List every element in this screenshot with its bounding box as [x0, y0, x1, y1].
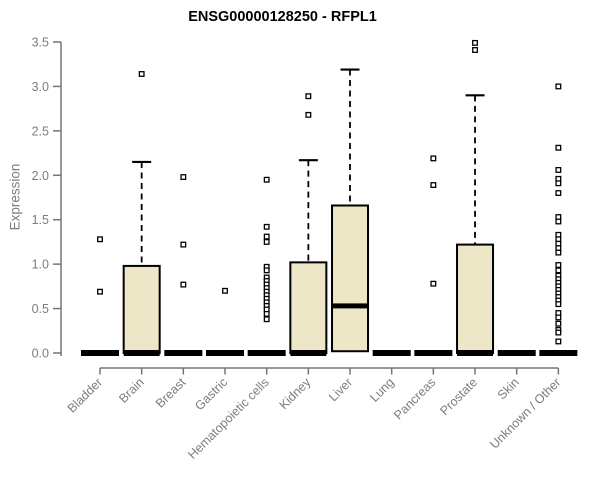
x-tick-label-group-brain: Brain — [116, 375, 147, 406]
median-kidney — [290, 350, 327, 356]
median-bladder — [81, 350, 119, 356]
x-tick-label-group-hematopoietic-cells: Hematopoietic cells — [185, 375, 272, 462]
outlier-hematopoietic-cells — [263, 176, 270, 183]
x-tick-label-brain: Brain — [116, 375, 147, 406]
x-tick-label-bladder: Bladder — [65, 375, 105, 415]
outlier-unknown-other — [555, 190, 562, 197]
outlier-gastric — [222, 287, 228, 294]
y-tick-label: 3.5 — [32, 36, 49, 50]
outlier-unknown-other — [555, 180, 562, 187]
outlier-unknown-other — [555, 218, 562, 225]
x-tick-label-skin: Skin — [495, 375, 522, 402]
box-liver — [331, 204, 370, 353]
outlier-unknown-other — [555, 314, 562, 321]
outlier-pancreas — [430, 280, 437, 287]
median-lung — [372, 350, 411, 356]
outlier-pancreas — [430, 182, 437, 189]
outlier-prostate — [472, 47, 478, 53]
outlier-breast — [180, 281, 187, 288]
median-gastric — [206, 350, 245, 356]
y-tick-label: 2.0 — [32, 169, 49, 183]
median-pancreas — [414, 350, 453, 356]
outlier-unknown-other — [555, 267, 562, 274]
outlier-hematopoietic-cells — [263, 267, 270, 274]
x-tick-label-group-lung: Lung — [367, 375, 397, 405]
x-tick-label-group-bladder: Bladder — [65, 375, 105, 415]
outlier-unknown-other — [555, 301, 562, 308]
x-tick-label-liver: Liver — [326, 375, 355, 404]
x-tick-label-gastric: Gastric — [192, 375, 230, 413]
outlier-hematopoietic-cells — [263, 316, 270, 323]
median-liver — [332, 303, 369, 309]
outlier-kidney — [305, 111, 312, 118]
x-tick-label-group-skin: Skin — [495, 375, 522, 402]
outlier-unknown-other — [555, 329, 562, 336]
outlier-hematopoietic-cells — [263, 238, 270, 245]
x-tick-label-breast: Breast — [153, 375, 189, 411]
outlier-unknown-other — [555, 262, 562, 268]
x-tick-label-group-liver: Liver — [326, 375, 355, 404]
y-tick-label: 0.5 — [32, 302, 49, 316]
outlier-kidney — [305, 93, 312, 100]
x-tick-label-group-prostate: Prostate — [437, 375, 480, 418]
x-tick-label-group-breast: Breast — [153, 375, 189, 411]
median-prostate — [457, 350, 494, 356]
outlier-unknown-other — [555, 338, 562, 345]
x-tick-label-hematopoietic-cells: Hematopoietic cells — [185, 375, 272, 462]
x-tick-label-group-unknown-other: Unknown / Other — [487, 375, 563, 451]
outlier-unknown-other — [555, 144, 562, 151]
outlier-unknown-other — [555, 167, 562, 173]
outlier-brain — [138, 71, 145, 77]
x-tick-label-kidney: Kidney — [277, 375, 314, 412]
outlier-breast — [180, 174, 187, 181]
y-tick-label: 2.5 — [32, 124, 49, 138]
median-brain — [123, 350, 160, 356]
median-skin — [497, 350, 536, 356]
y-tick-label: 3.0 — [32, 80, 49, 94]
outlier-bladder — [97, 288, 103, 295]
x-tick-label-group-gastric: Gastric — [192, 375, 230, 413]
x-tick-label-prostate: Prostate — [437, 375, 480, 418]
x-tick-label-lung: Lung — [367, 375, 397, 405]
x-tick-label-group-pancreas: Pancreas — [391, 375, 438, 422]
outlier-pancreas — [430, 155, 437, 162]
outlier-hematopoietic-cells — [263, 223, 270, 230]
outlier-bladder — [97, 236, 103, 243]
median-unknown-other — [539, 350, 578, 356]
outlier-unknown-other — [555, 249, 562, 256]
box-kidney — [289, 261, 328, 355]
x-tick-label-unknown-other: Unknown / Other — [487, 375, 563, 451]
median-hematopoietic-cells — [247, 350, 286, 356]
outlier-hematopoietic-cells — [263, 233, 270, 240]
outlier-hematopoietic-cells — [263, 310, 270, 317]
outlier-prostate — [472, 39, 478, 46]
median-breast — [164, 350, 203, 356]
x-tick-label-pancreas: Pancreas — [391, 375, 438, 422]
y-tick-label: 0.0 — [32, 347, 49, 361]
chart-title: ENSG00000128250 - RFPL1 — [188, 9, 377, 25]
outlier-breast — [180, 241, 187, 248]
outlier-unknown-other — [555, 83, 562, 90]
outlier-unknown-other — [555, 320, 562, 327]
box-prostate — [456, 243, 495, 354]
box-brain — [122, 264, 161, 355]
x-tick-label-group-kidney: Kidney — [277, 375, 314, 412]
y-tick-label: 1.0 — [32, 258, 49, 272]
y-tick-label: 1.5 — [32, 213, 49, 227]
